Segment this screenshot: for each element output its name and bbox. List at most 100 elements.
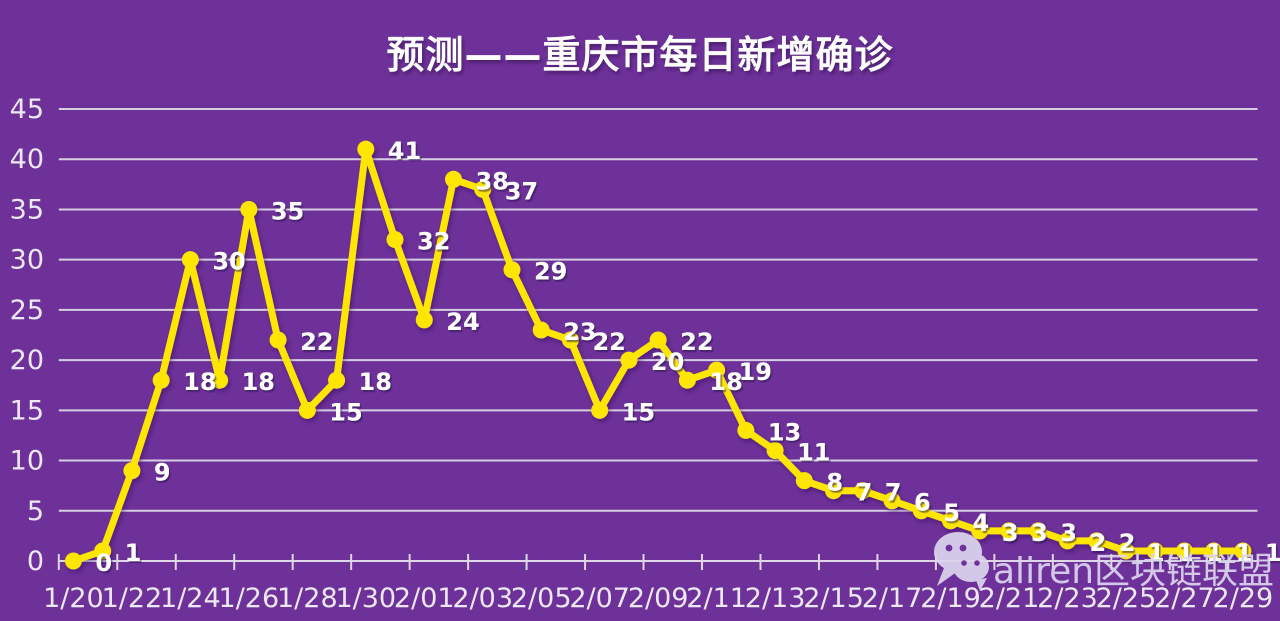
point-value-label: 38	[475, 167, 508, 195]
x-axis-tick-label: 2/01	[394, 583, 455, 614]
point-value-label: 19	[739, 358, 772, 386]
point-value-label: 18	[183, 368, 216, 396]
data-point	[591, 401, 609, 419]
x-axis-tick-label: 2/09	[628, 583, 689, 614]
x-axis-tick-label: 2/13	[745, 583, 806, 614]
point-value-label: 1	[125, 539, 142, 567]
x-axis-tick-label: 1/20	[43, 583, 104, 614]
data-point	[766, 442, 784, 460]
x-axis-tick-label: 2/29	[1213, 583, 1274, 614]
data-series	[64, 140, 1252, 570]
data-point	[971, 522, 989, 540]
point-value-label: 1	[1265, 539, 1280, 567]
point-value-label: 20	[651, 348, 684, 376]
data-point	[152, 371, 170, 389]
point-value-label: 18	[709, 368, 742, 396]
y-axis-tick-label: 15	[10, 395, 44, 426]
point-value-label: 37	[505, 177, 538, 205]
x-axis-tick-label: 2/23	[1037, 583, 1098, 614]
data-point	[1146, 542, 1164, 560]
data-point	[444, 170, 462, 188]
x-axis-tick-label: 2/03	[452, 583, 513, 614]
data-point	[503, 261, 521, 279]
data-point	[94, 542, 112, 560]
data-point	[415, 311, 433, 329]
x-axis-tick-label: 2/17	[862, 583, 923, 614]
point-value-label: 7	[885, 479, 902, 507]
point-value-label: 8	[826, 469, 843, 497]
data-point	[1088, 532, 1106, 550]
data-point	[1205, 542, 1223, 560]
x-axis-tick-label: 1/28	[277, 583, 338, 614]
point-value-label: 24	[446, 308, 479, 336]
data-point	[737, 421, 755, 439]
x-axis-tick-label: 2/25	[1096, 583, 1157, 614]
data-point	[1000, 522, 1018, 540]
point-value-label: 30	[212, 248, 245, 276]
x-axis-tick-label: 2/05	[511, 583, 572, 614]
data-point	[678, 371, 696, 389]
x-axis-tick-label: 1/22	[102, 583, 163, 614]
point-value-label: 1	[1206, 539, 1223, 567]
x-axis-tick-label: 1/30	[335, 583, 396, 614]
data-point	[357, 140, 375, 158]
data-point	[474, 180, 492, 198]
point-value-label: 18	[359, 368, 392, 396]
data-point	[1058, 532, 1076, 550]
y-axis-tick-label: 25	[10, 295, 44, 326]
y-axis-tick-label: 40	[10, 144, 44, 175]
y-axis-tick-label: 20	[10, 345, 44, 376]
x-axis-tick-label: 2/07	[569, 583, 630, 614]
y-axis-tick-label: 45	[10, 94, 44, 125]
point-value-label: 7	[856, 479, 873, 507]
data-point	[269, 331, 287, 349]
point-value-label: 2	[1089, 529, 1106, 557]
x-axis-tick-label: 2/19	[920, 583, 981, 614]
point-value-label: 4	[973, 509, 990, 537]
x-axis-tick-label: 2/11	[686, 583, 747, 614]
y-axis-tick-label: 30	[10, 245, 44, 276]
data-point	[942, 512, 960, 530]
point-value-label: 11	[797, 439, 830, 467]
wechat-icon	[934, 532, 989, 591]
data-point	[298, 401, 316, 419]
data-point	[912, 502, 930, 520]
x-axis-tick-label: 2/21	[979, 583, 1040, 614]
point-value-label: 1	[1236, 539, 1253, 567]
point-value-label: 1	[1177, 539, 1194, 567]
data-point	[795, 472, 813, 490]
data-point	[1117, 542, 1135, 560]
data-point	[64, 552, 82, 570]
data-point	[561, 331, 579, 349]
data-point	[620, 351, 638, 369]
point-value-label: 3	[1031, 519, 1048, 547]
point-value-label: 22	[680, 328, 713, 356]
x-axis-tick-label: 2/27	[1154, 583, 1215, 614]
point-value-label: 3	[1060, 519, 1077, 547]
data-point	[211, 371, 229, 389]
point-value-label: 23	[563, 318, 596, 346]
point-value-label: 3	[1002, 519, 1019, 547]
x-axis-tick-label: 2/15	[803, 583, 864, 614]
point-value-label: 15	[622, 398, 655, 426]
point-value-label: 32	[417, 228, 450, 256]
y-axis-labels: 0 5 10 15 20 25 30 35 40 45	[10, 94, 44, 577]
data-point	[825, 482, 843, 500]
data-point	[386, 231, 404, 249]
y-axis-tick-label: 10	[10, 446, 44, 477]
data-point	[240, 200, 258, 218]
chart-title: 预测——重庆市每日新增确诊	[386, 33, 894, 77]
watermark-text: aliren区块链联盟	[993, 551, 1274, 592]
point-value-label: 13	[768, 418, 801, 446]
point-value-label: 18	[242, 368, 275, 396]
x-axis-ticks	[57, 554, 1230, 570]
y-axis-tick-label: 0	[27, 546, 44, 577]
point-value-label: 0	[95, 549, 112, 577]
point-labels: 0 191830183522151841322438372923221520221…	[95, 137, 1280, 577]
point-value-label: 22	[592, 328, 625, 356]
y-axis-tick-label: 35	[10, 194, 44, 225]
point-value-label: 15	[329, 398, 362, 426]
data-point	[1234, 542, 1252, 560]
data-point	[854, 482, 872, 500]
data-point	[181, 251, 199, 269]
